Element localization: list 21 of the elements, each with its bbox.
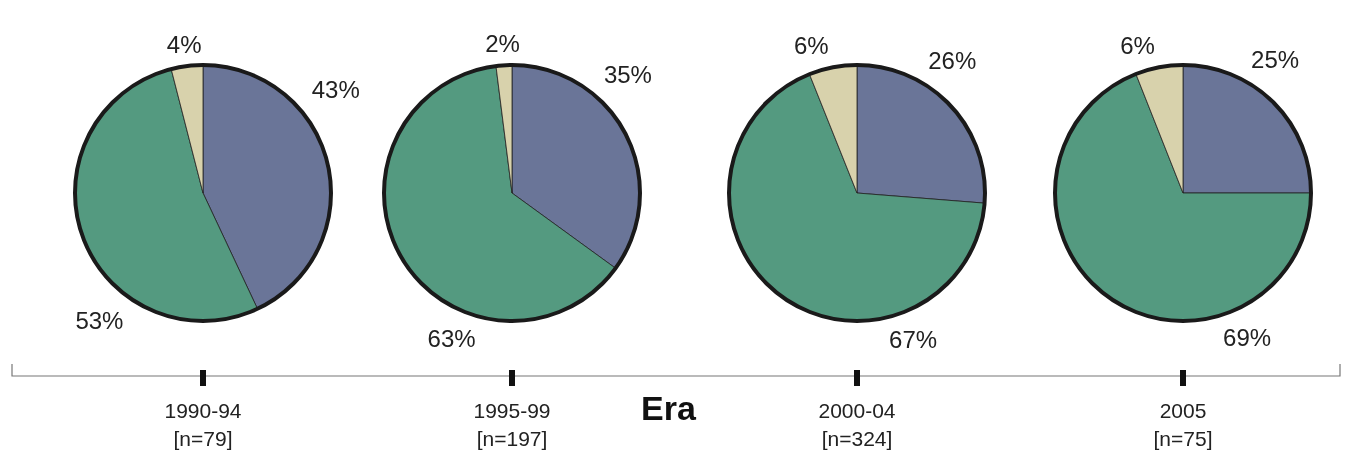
- data-label: 63%: [427, 324, 476, 352]
- data-label: 43%: [311, 76, 360, 104]
- text: 1995-99: [473, 399, 551, 422]
- text: [n=75]: [1153, 427, 1213, 450]
- text: 1990-94: [164, 399, 242, 422]
- data-label: 67%: [889, 325, 938, 353]
- data-label: 2%: [485, 29, 520, 57]
- text: Era: [641, 389, 697, 427]
- data-label: 35%: [603, 60, 652, 88]
- text: [n=324]: [821, 427, 893, 450]
- text: [n=197]: [476, 427, 548, 450]
- data-label: 69%: [1223, 323, 1272, 351]
- data-label: 6%: [1120, 32, 1155, 60]
- text: 2005: [1159, 399, 1207, 422]
- text: 2000-04: [818, 399, 896, 422]
- text: [n=79]: [173, 427, 233, 450]
- data-label: 25%: [1251, 45, 1300, 73]
- data-label: 4%: [166, 30, 202, 58]
- data-label: 53%: [75, 306, 124, 334]
- data-label: 6%: [793, 32, 829, 60]
- data-label: 26%: [928, 47, 977, 75]
